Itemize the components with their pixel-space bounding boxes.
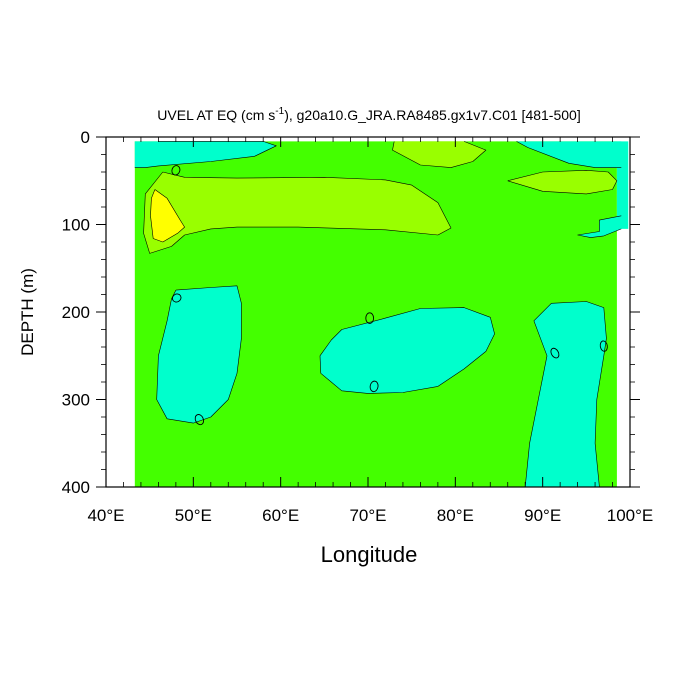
contour-region-positive-weak (143, 172, 451, 254)
contour-line (143, 171, 452, 254)
y-axis: 0 100 200 300 400 (62, 128, 640, 497)
contour-line (577, 215, 622, 238)
zero-contour-ellipse (599, 340, 608, 352)
contour-region-negative-weak (320, 307, 495, 394)
contour-region-negative-weak (516, 141, 622, 168)
chart-title-rest: ), g20a10.G_JRA.RA8485.gx1v7.C01 [481-50… (284, 107, 581, 123)
zero-contour-ellipse (171, 293, 182, 303)
x-tick-label: 70°E (349, 506, 386, 525)
zero-contour-ellipse (365, 312, 375, 324)
contour-line (507, 170, 618, 195)
contour-region-positive-weak (507, 170, 617, 194)
contour-region-negative-weak (156, 285, 242, 424)
chart-title: UVEL AT EQ (cm s-1), g20a10.G_JRA.RA8485… (157, 106, 580, 123)
y-tick-label: 200 (62, 303, 90, 322)
plot-fill-layer (134, 141, 629, 487)
x-axis-title: Longitude (321, 542, 418, 567)
zero-contour-ellipse (194, 414, 205, 426)
x-tick-label: 40°E (87, 506, 124, 525)
contour-line (319, 307, 495, 394)
contour-line (150, 189, 185, 243)
contour-region-negative-weak (134, 141, 277, 168)
contour-line (392, 141, 487, 168)
contour-line (516, 141, 622, 168)
contour-line (134, 141, 277, 168)
y-tick-label: 0 (81, 128, 90, 147)
x-tick-label: 50°E (175, 506, 212, 525)
zero-contour-ellipses (171, 165, 608, 426)
zero-contour-ellipse (171, 165, 181, 176)
y-tick-label: 100 (62, 216, 90, 235)
contour-line-layer (134, 141, 622, 488)
contour-line (156, 285, 242, 424)
contour-region-negative-weak (525, 301, 607, 487)
x-tick-label: 90°E (524, 506, 561, 525)
zero-contour-ellipse (369, 380, 379, 393)
chart-title-main: UVEL AT EQ (cm s (157, 107, 275, 123)
contour-region-positive-weak (392, 141, 486, 168)
x-tick-label: 100°E (607, 506, 654, 525)
y-tick-label: 400 (62, 478, 90, 497)
contour-line (524, 301, 607, 488)
zero-contour-ellipse (550, 347, 560, 359)
y-tick-label: 300 (62, 391, 90, 410)
y-axis-title: DEPTH (m) (18, 268, 37, 356)
x-axis: 40°E 50°E 60°E 70°E 80°E 90°E 100°E (87, 137, 653, 525)
chart-title-superscript: -1 (275, 106, 284, 117)
x-tick-label: 80°E (437, 506, 474, 525)
field-east-strip (616, 141, 629, 229)
contour-region-positive-strong (150, 189, 185, 242)
x-tick-label: 60°E (262, 506, 299, 525)
